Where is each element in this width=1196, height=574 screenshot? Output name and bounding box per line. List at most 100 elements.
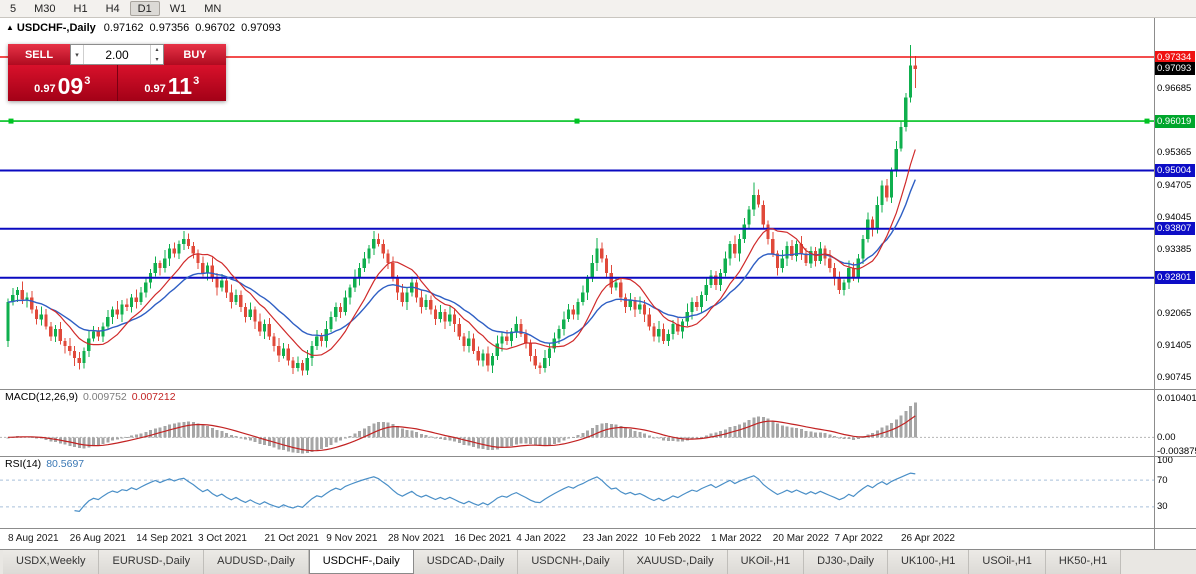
timeframe-h4[interactable]: H4 [105,3,120,15]
axis-label: 0.90745 [1157,372,1192,384]
tab-uk100-h1[interactable]: UK100-,H1 [887,550,970,574]
high-value: 0.97356 [149,22,190,34]
tab-ukoil-h1[interactable]: UKOil-,H1 [727,550,805,574]
tab-dj30-daily[interactable]: DJ30-,Daily [804,550,888,574]
macd-signal-line [7,415,916,452]
axis-label: 0.95365 [1157,147,1192,159]
chart-area: 8 Aug 2021 26 Aug 2021 14 Sep 2021 3 Oct 20… [0,18,1196,549]
date-label: 26 Aug 2021 [70,533,127,544]
chart-title: ▲ USDCHF-,Daily 0.97162 0.97356 0.96702 0.970… [6,22,287,34]
collapse-trade-panel-icon[interactable]: ▲ [6,23,14,32]
rsi-axis-label: 70 [1157,474,1168,486]
sell-price-prefix: 0.97 [34,83,56,95]
axis-label: 0.96685 [1157,83,1192,95]
volume-decrease-icon[interactable]: ▾ [155,56,159,63]
date-label: 3 Oct 2021 [198,533,247,544]
rsi-value: 80.5697 [46,458,85,470]
date-label: 8 Aug 2021 [8,533,59,544]
bottom-tab-bar: USDX,Weekly EURUSD-,Daily AUDUSD-,Daily USD… [0,549,1196,574]
sell-button[interactable]: SELL [8,44,70,65]
tab-usdcnh-daily[interactable]: USDCNH-,Daily [518,550,624,574]
price-marker: 0.97093 [1155,62,1195,76]
ma-slow-line [7,179,916,344]
macd-label: MACD(12,26,9) 0.009752 0.007212 [5,391,176,403]
tab-usdchf-daily[interactable]: USDCHF-,Daily [308,550,414,574]
tab-audusd-daily[interactable]: AUDUSD-,Daily [204,550,309,574]
date-label: 21 Oct 2021 [265,533,320,544]
buy-price-sup: 3 [193,75,200,87]
date-label: 4 Jan 2022 [516,533,566,544]
hline-handle[interactable] [574,118,580,124]
volume-stepper: ▴ ▾ [150,45,163,64]
sell-price-sup: 3 [84,75,91,87]
volume-control: ▾ ▴ ▾ [70,44,164,65]
date-label: 20 Mar 2022 [773,533,830,544]
rsi-axis-label: 100 [1157,454,1173,466]
date-label: 23 Jan 2022 [583,533,638,544]
price-marker: 0.96019 [1155,114,1195,128]
price-marker: 0.95004 [1155,163,1195,177]
tab-hk50-h1[interactable]: HK50-,H1 [1045,550,1122,574]
macd-axis-label: 0.00 [1157,431,1176,443]
tab-usoil-h1[interactable]: USOil-,H1 [969,550,1046,574]
date-axis-separator [0,528,1196,529]
buy-price-prefix: 0.97 [144,83,166,95]
price-marker: 0.92801 [1155,271,1195,285]
date-label: 26 Apr 2022 [901,533,955,544]
macd-value-main: 0.009752 [82,391,127,403]
timeframe-m30[interactable]: M30 [34,3,56,15]
axis-label: 0.94705 [1157,179,1192,191]
timeframe-5[interactable]: 5 [10,3,17,15]
low-value: 0.96702 [195,22,236,34]
date-label: 10 Feb 2022 [645,533,702,544]
hline-handle[interactable] [1144,118,1150,124]
macd-axis-label: 0.010401 [1157,392,1196,404]
macd-axis-label: -0.003875 [1157,446,1196,458]
rsi-axis-label: 30 [1157,501,1168,513]
close-value: 0.97093 [241,22,281,34]
sell-price-big: 09 [57,73,84,99]
volume-increase-icon[interactable]: ▴ [155,47,159,54]
volume-input[interactable] [84,45,150,64]
date-label: 14 Sep 2021 [136,533,193,544]
pane-separator-macd[interactable] [0,389,1196,390]
sell-price[interactable]: 0.97 09 3 [8,65,118,101]
axis-label: 0.91405 [1157,340,1192,352]
volume-dropdown-icon[interactable]: ▾ [71,45,84,64]
timeframe-d1[interactable]: D1 [129,1,160,16]
ma-fast-line [50,149,916,356]
price-axis: 0.96685 0.95365 0.94705 0.94045 0.93385 0.920… [1154,18,1196,549]
timeframe-toolbar: 5 M30 H1 H4 D1 W1 MN [0,0,1196,18]
pane-separator-rsi[interactable] [0,456,1196,457]
macd-histogram [6,402,917,454]
timeframe-w1[interactable]: W1 [169,3,187,15]
symbol-label: USDCHF-,Daily [16,22,96,34]
tab-xauusd-daily[interactable]: XAUUSD-,Daily [623,550,728,574]
chart-canvas[interactable]: 8 Aug 2021 26 Aug 2021 14 Sep 2021 3 Oct 20… [0,18,1154,549]
date-label: 28 Nov 2021 [388,533,445,544]
tab-usdx-weekly[interactable]: USDX,Weekly [3,550,100,574]
tab-eurusd-daily[interactable]: EURUSD-,Daily [99,550,205,574]
buy-price-big: 11 [167,73,193,99]
date-label: 9 Nov 2021 [326,533,378,544]
axis-label: 0.92065 [1157,308,1192,320]
axis-label: 0.93385 [1157,243,1192,255]
date-label: 7 Apr 2022 [835,533,884,544]
tab-usdcad-daily[interactable]: USDCAD-,Daily [413,550,519,574]
macd-name: MACD(12,26,9) [5,391,78,403]
open-value: 0.97162 [103,22,144,34]
axis-label: 0.94045 [1157,211,1192,223]
timeframe-h1[interactable]: H1 [73,3,88,15]
timeframe-mn[interactable]: MN [204,3,222,15]
date-label: 1 Mar 2022 [711,533,762,544]
rsi-label: RSI(14) 80.5697 [5,458,84,470]
rsi-level-lines [0,479,1154,508]
macd-value-signal: 0.007212 [131,391,176,403]
buy-price[interactable]: 0.97 11 3 [117,65,226,101]
rsi-line [74,472,916,513]
hline-handle[interactable] [8,118,14,124]
price-marker: 0.93807 [1155,222,1195,236]
buy-button[interactable]: BUY [164,44,226,65]
